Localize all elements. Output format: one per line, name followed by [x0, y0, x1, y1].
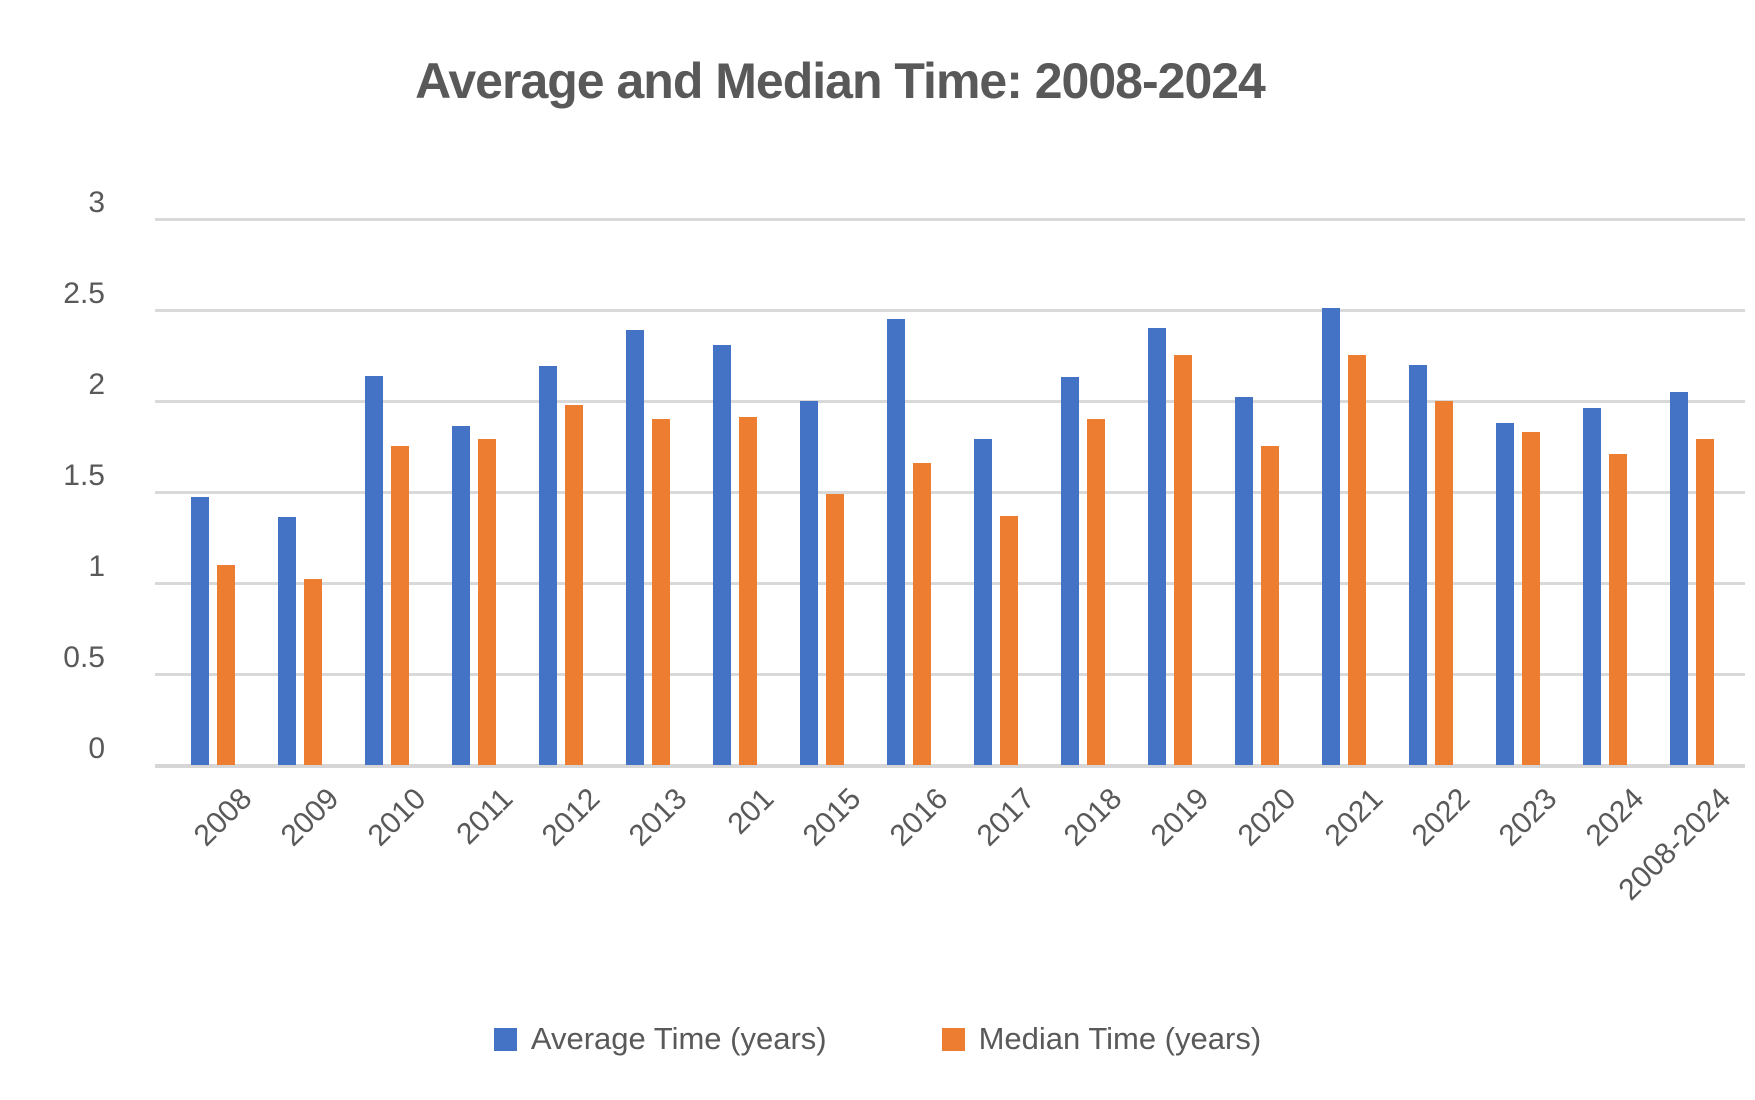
bar-median-2009: [304, 579, 322, 765]
x-tick-label: 2011: [450, 782, 520, 851]
legend: Average Time (years) Median Time (years): [40, 1021, 1715, 1057]
plot-area: [155, 217, 1745, 768]
gridline: [155, 217, 1745, 221]
bar-average-2022: [1409, 365, 1427, 765]
y-tick-label: 2: [88, 368, 105, 401]
legend-label-median: Median Time (years): [978, 1021, 1262, 1056]
bar-average-2017: [974, 439, 992, 765]
bar-average-2024: [1583, 408, 1601, 765]
gridline: [155, 490, 1745, 494]
x-tick-label: 2013: [622, 782, 694, 853]
x-tick-label: 2012: [535, 782, 607, 853]
x-tick-label: 2020: [1231, 782, 1303, 853]
legend-swatch-median-icon: [941, 1027, 965, 1051]
y-tick-label: 0: [88, 732, 105, 765]
bar-median-2015: [826, 494, 844, 765]
legend-item-average: Average Time (years): [493, 1021, 827, 1057]
gridline: [155, 672, 1745, 676]
x-tick-label: 2016: [883, 782, 955, 853]
bar-median-2013: [652, 419, 670, 765]
bar-average-201: [713, 345, 731, 765]
gridline: [155, 399, 1745, 403]
bar-average-2013: [626, 330, 644, 765]
bar-average-2020: [1235, 397, 1253, 765]
x-tick-label: 2019: [1144, 782, 1216, 853]
bar-average-2008-2024: [1670, 392, 1688, 765]
bar-median-2016: [913, 463, 931, 765]
bar-median-2022: [1435, 401, 1453, 765]
bar-median-2017: [1000, 516, 1018, 765]
y-tick-label: 1.5: [63, 459, 105, 492]
y-tick-label: 0.5: [63, 641, 105, 674]
bar-chart: Average and Median Time: 2008-2024 2008 2…: [40, 16, 1745, 1084]
x-axis: 2008 2009 2010 2011 2012 2013 201 2015 2016 2017 2…: [40, 16, 1738, 1084]
bar-median-2010: [391, 446, 409, 765]
bar-average-2011: [452, 426, 470, 765]
bar-average-2023: [1496, 423, 1514, 765]
x-tick-label: 2017: [970, 782, 1042, 853]
gridline: [155, 308, 1745, 312]
bar-median-2020: [1261, 446, 1279, 765]
bar-average-2010: [365, 376, 383, 765]
x-tick-label: 2010: [361, 782, 433, 853]
x-tick-label: 2024: [1579, 782, 1651, 853]
legend-swatch-average-icon: [493, 1027, 517, 1051]
bar-average-2021: [1322, 308, 1340, 765]
x-tick-label: 2023: [1492, 782, 1564, 853]
bar-average-2015: [800, 401, 818, 765]
bar-average-2012: [539, 366, 557, 765]
x-tick-label: 2022: [1405, 782, 1477, 853]
chart-title: Average and Median Time: 2008-2024: [415, 53, 1266, 109]
bar-median-201: [739, 417, 757, 765]
x-tick-label: 2021: [1318, 782, 1390, 853]
x-tick-label: 2018: [1057, 782, 1129, 853]
legend-item-median: Median Time (years): [941, 1021, 1262, 1057]
bar-median-2024: [1609, 454, 1627, 765]
x-tick-label: 2008: [187, 782, 259, 853]
y-tick-label: 1: [88, 550, 105, 583]
bar-average-2009: [278, 517, 296, 765]
gridline: [155, 581, 1745, 585]
bar-median-2012: [565, 405, 583, 765]
bar-median-2019: [1174, 355, 1192, 765]
y-tick-label: 3: [88, 186, 105, 219]
bar-average-2019: [1148, 328, 1166, 765]
bar-median-2011: [478, 439, 496, 765]
x-tick-label: 2015: [796, 782, 868, 853]
legend-label-average: Average Time (years): [530, 1021, 827, 1056]
y-tick-label: 2.5: [63, 277, 105, 310]
bar-median-2023: [1522, 432, 1540, 765]
bar-median-2008-2024: [1696, 439, 1714, 765]
x-tick-label: 2009: [274, 782, 346, 853]
bar-average-2008: [191, 497, 209, 765]
bar-median-2008: [217, 565, 235, 765]
x-axis-line: [155, 763, 1745, 768]
bar-median-2018: [1087, 419, 1105, 765]
x-tick-label: 201: [721, 782, 781, 841]
bar-average-2016: [887, 319, 905, 765]
bar-median-2021: [1348, 355, 1366, 765]
bar-average-2018: [1061, 377, 1079, 765]
